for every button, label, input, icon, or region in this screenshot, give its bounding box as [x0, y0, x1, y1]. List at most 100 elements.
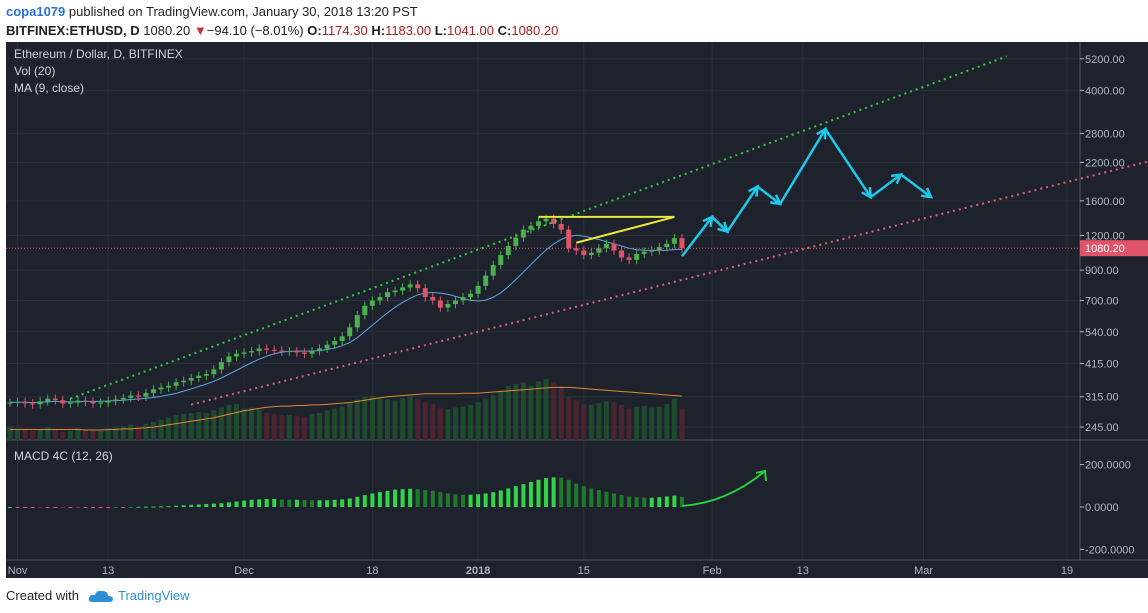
- volume-bar: [671, 398, 677, 440]
- macd-bar: [544, 478, 549, 507]
- chart-svg[interactable]: 1080.20 5200.00 4000.00 2800.00 2200.00 1600.…: [6, 42, 1148, 578]
- volume-bar: [113, 427, 119, 440]
- macd-bar: [211, 503, 216, 507]
- candle: [634, 253, 640, 260]
- macd-bar: [332, 499, 337, 507]
- candle: [234, 353, 239, 357]
- time-axis-label: Dec: [234, 565, 254, 577]
- volume-bar: [490, 395, 496, 440]
- candle: [52, 398, 58, 401]
- macd-bar: [75, 507, 80, 508]
- publish-info: published on TradingView.com, January 30…: [68, 4, 418, 19]
- projection-arrowhead: [861, 187, 873, 200]
- volume-bar: [347, 403, 353, 440]
- macd-bar: [98, 507, 103, 508]
- footer: Created with TradingView: [0, 580, 1148, 613]
- macd-bar: [664, 496, 669, 507]
- volume-bar: [271, 413, 277, 440]
- macd-bar: [219, 503, 224, 507]
- volume-bar: [603, 401, 609, 440]
- candle: [324, 344, 330, 349]
- candle: [211, 369, 217, 375]
- time-axis-label: Mar: [914, 565, 933, 577]
- macd-bar: [136, 506, 141, 508]
- candle: [256, 348, 262, 352]
- candle: [415, 284, 421, 289]
- candle: [588, 252, 594, 256]
- candle: [45, 398, 51, 402]
- volume-bar: [226, 404, 232, 440]
- macd-axis-label: -200.0000: [1085, 544, 1135, 556]
- macd-bar: [385, 490, 390, 507]
- price-axis-label: 1600.00: [1085, 196, 1125, 208]
- volume-bar: [649, 407, 655, 440]
- price-axis-label: 315.00: [1085, 392, 1119, 404]
- candle: [339, 336, 345, 342]
- candle: [196, 375, 202, 378]
- macd-bar: [234, 501, 239, 507]
- volume-bar: [513, 384, 519, 440]
- volume-bar: [626, 408, 632, 440]
- macd-bar: [204, 504, 209, 507]
- volume-bar: [392, 400, 398, 440]
- macd-bar: [498, 490, 503, 507]
- candle: [551, 218, 557, 225]
- macd-bar: [151, 506, 156, 508]
- candle: [596, 248, 602, 253]
- legend-item: Vol (20): [14, 64, 55, 78]
- volume-bar: [188, 413, 194, 440]
- macd-bar: [649, 497, 654, 507]
- volume-bar: [483, 398, 489, 440]
- candle: [90, 401, 96, 404]
- price-axis-label: 4000.00: [1085, 85, 1125, 97]
- price-axis-label: 2800.00: [1085, 128, 1125, 140]
- macd-bar: [559, 477, 564, 507]
- volume-bar: [422, 402, 428, 440]
- candle: [188, 377, 194, 381]
- macd-bar: [53, 507, 58, 508]
- macd-bar: [264, 498, 269, 507]
- macd-bar: [121, 507, 126, 508]
- volume-bar: [90, 431, 96, 440]
- volume-bar: [460, 406, 466, 440]
- volume-bar: [445, 409, 451, 440]
- projection-arrowhead: [717, 221, 730, 234]
- time-axis-label: 18: [366, 565, 378, 577]
- candle: [498, 255, 504, 265]
- volume-bar: [505, 386, 511, 440]
- time-axis-label: 2018: [466, 565, 490, 577]
- candle: [241, 352, 247, 354]
- macd-bar: [242, 500, 247, 507]
- volume-bar: [264, 413, 270, 440]
- volume-bar: [558, 386, 564, 440]
- volume-bar: [611, 402, 617, 440]
- price-axis-label: 1200.00: [1085, 231, 1125, 243]
- macd-bar: [362, 495, 367, 507]
- projection-arrowhead: [921, 187, 934, 199]
- volume-bar: [249, 407, 255, 440]
- macd-bar: [627, 496, 632, 507]
- volume-bar: [15, 430, 21, 440]
- tradingview-link[interactable]: TradingView: [118, 588, 190, 603]
- triangle-diagonal-line: [575, 215, 675, 244]
- volume-bar: [664, 404, 670, 440]
- macd-bar: [287, 499, 292, 507]
- candle: [150, 389, 156, 393]
- macd-bar: [604, 491, 609, 507]
- candle: [505, 246, 511, 256]
- price-axis-label: 245.00: [1085, 422, 1119, 434]
- candle: [528, 225, 534, 230]
- author-link[interactable]: copa1079: [6, 4, 66, 19]
- candle: [226, 356, 232, 363]
- macd-bar: [302, 500, 307, 507]
- volume-bar: [400, 398, 406, 440]
- candle: [520, 229, 526, 238]
- chart-area[interactable]: 1080.20 5200.00 4000.00 2800.00 2200.00 1600.…: [6, 42, 1148, 578]
- candle: [573, 248, 579, 251]
- volume-bar: [354, 399, 360, 440]
- volume-bar: [286, 414, 292, 440]
- candle: [166, 385, 172, 388]
- projection-arrowhead: [747, 184, 759, 197]
- candle: [75, 400, 81, 403]
- volume-bar: [543, 378, 549, 440]
